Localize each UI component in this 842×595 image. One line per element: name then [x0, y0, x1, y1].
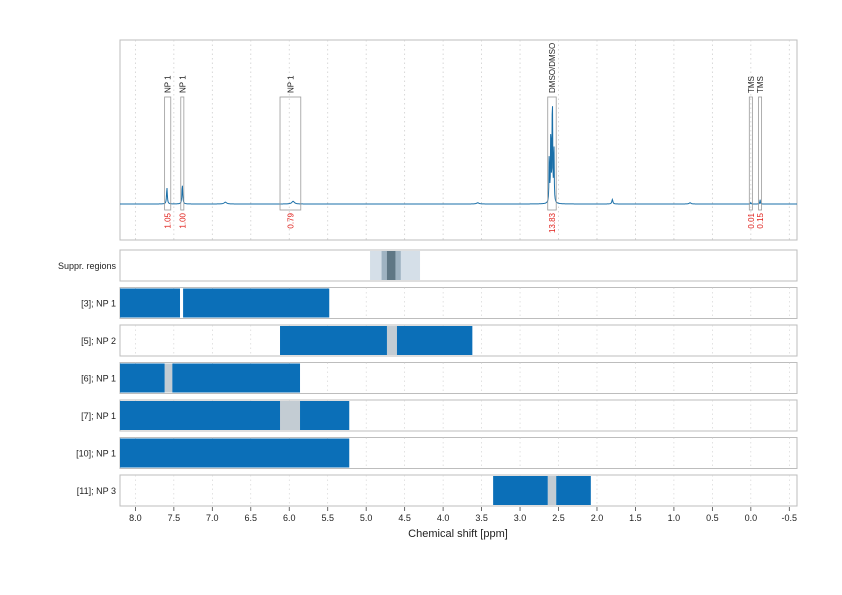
row-bar: [300, 401, 350, 430]
range-row: [3]; NP 1: [81, 287, 798, 319]
x-tick-label: 6.5: [245, 513, 258, 523]
x-tick-label: 4.5: [398, 513, 411, 523]
range-rows-panel: Suppr. regions [3]; NP 1 [5]; NP 2 [6]; NP …: [58, 249, 798, 507]
suppression-frame: [119, 249, 798, 282]
x-tick-label: 2.5: [552, 513, 565, 523]
peak-label: NP 1: [286, 75, 295, 93]
suppression-region: [386, 251, 396, 280]
row-bar: [120, 288, 181, 318]
x-tick-label: 7.0: [206, 513, 219, 523]
row-label: [11]; NP 3: [77, 486, 116, 496]
row-frame: [119, 474, 798, 507]
row-label: [6]; NP 1: [81, 374, 116, 384]
range-row: [11]; NP 3: [77, 474, 798, 507]
row-gap: [547, 476, 557, 505]
row-bar: [120, 438, 350, 468]
row-label: [10]; NP 1: [76, 449, 116, 459]
x-tick-label: 3.5: [475, 513, 488, 523]
peak-integral: 0.79: [286, 212, 295, 228]
suppression-row: Suppr. regions: [58, 249, 798, 282]
x-axis: 8.0 7.5 7.0 6.5 6.0 5.5 5.0 4.5 4.0 3.5 3.0 2.5 2.0 1…: [129, 507, 797, 523]
row-bar: [396, 326, 473, 355]
peak-integral: 1.00: [178, 212, 187, 228]
row-label: [5]; NP 2: [81, 336, 116, 346]
peak-box: [547, 96, 557, 211]
peak-box: [180, 96, 185, 211]
range-row: [6]; NP 1: [81, 362, 798, 394]
row-gap: [280, 401, 301, 430]
x-tick-label: 6.0: [283, 513, 296, 523]
range-row: [7]; NP 1: [81, 399, 798, 432]
x-tick-label: -0.5: [782, 513, 798, 523]
peak-box: [748, 96, 753, 211]
range-row: [10]; NP 1: [76, 437, 798, 469]
x-tick-label: 2.0: [591, 513, 604, 523]
peak-label: NP 1: [178, 75, 187, 93]
peak-label: TMS: [756, 76, 765, 93]
peak-integral: 13.83: [548, 212, 557, 233]
row-bar: [172, 363, 301, 393]
peak-box: [758, 96, 763, 211]
row-label: [7]; NP 1: [81, 411, 116, 421]
row-label: [3]; NP 1: [81, 299, 116, 309]
peak-integral: 0.01: [747, 212, 756, 228]
row-gap: [386, 326, 397, 355]
suppression-label: Suppr. regions: [58, 261, 117, 271]
peak-integral: 0.15: [756, 212, 765, 228]
row-bar: [280, 326, 387, 355]
row-gap: [164, 363, 173, 393]
x-tick-label: 3.0: [514, 513, 527, 523]
peak-integral: 1.05: [164, 212, 173, 228]
x-tick-label: 0.0: [745, 513, 758, 523]
x-tick-label: 1.5: [629, 513, 642, 523]
row-bar: [120, 401, 281, 430]
range-row: [5]; NP 2: [81, 324, 798, 357]
peak-box: [164, 96, 172, 211]
x-tick-label: 5.5: [321, 513, 334, 523]
x-tick-label: 4.0: [437, 513, 450, 523]
spectrum-panel: NP 1 1.05 NP 1 1.00 NP 1 0.79 DMSO/DMSO 13.83 TM…: [119, 39, 798, 241]
peak-label: DMSO/DMSO: [548, 43, 557, 93]
x-tick-label: 5.0: [360, 513, 373, 523]
x-tick-label: 0.5: [706, 513, 719, 523]
peak-label: TMS: [747, 76, 756, 93]
spectrum-frame: [119, 39, 798, 241]
row-bar: [120, 363, 165, 393]
row-bar: [183, 288, 330, 318]
peak-label: NP 1: [164, 75, 173, 93]
row-bar: [493, 476, 548, 505]
x-axis-label: Chemical shift [ppm]: [408, 528, 508, 540]
x-tick-label: 7.5: [168, 513, 181, 523]
x-tick-label: 1.0: [668, 513, 681, 523]
peak-box: [279, 96, 302, 211]
spectrum-trace: [120, 106, 797, 205]
row-bar: [556, 476, 591, 505]
x-tick-label: 8.0: [129, 513, 142, 523]
